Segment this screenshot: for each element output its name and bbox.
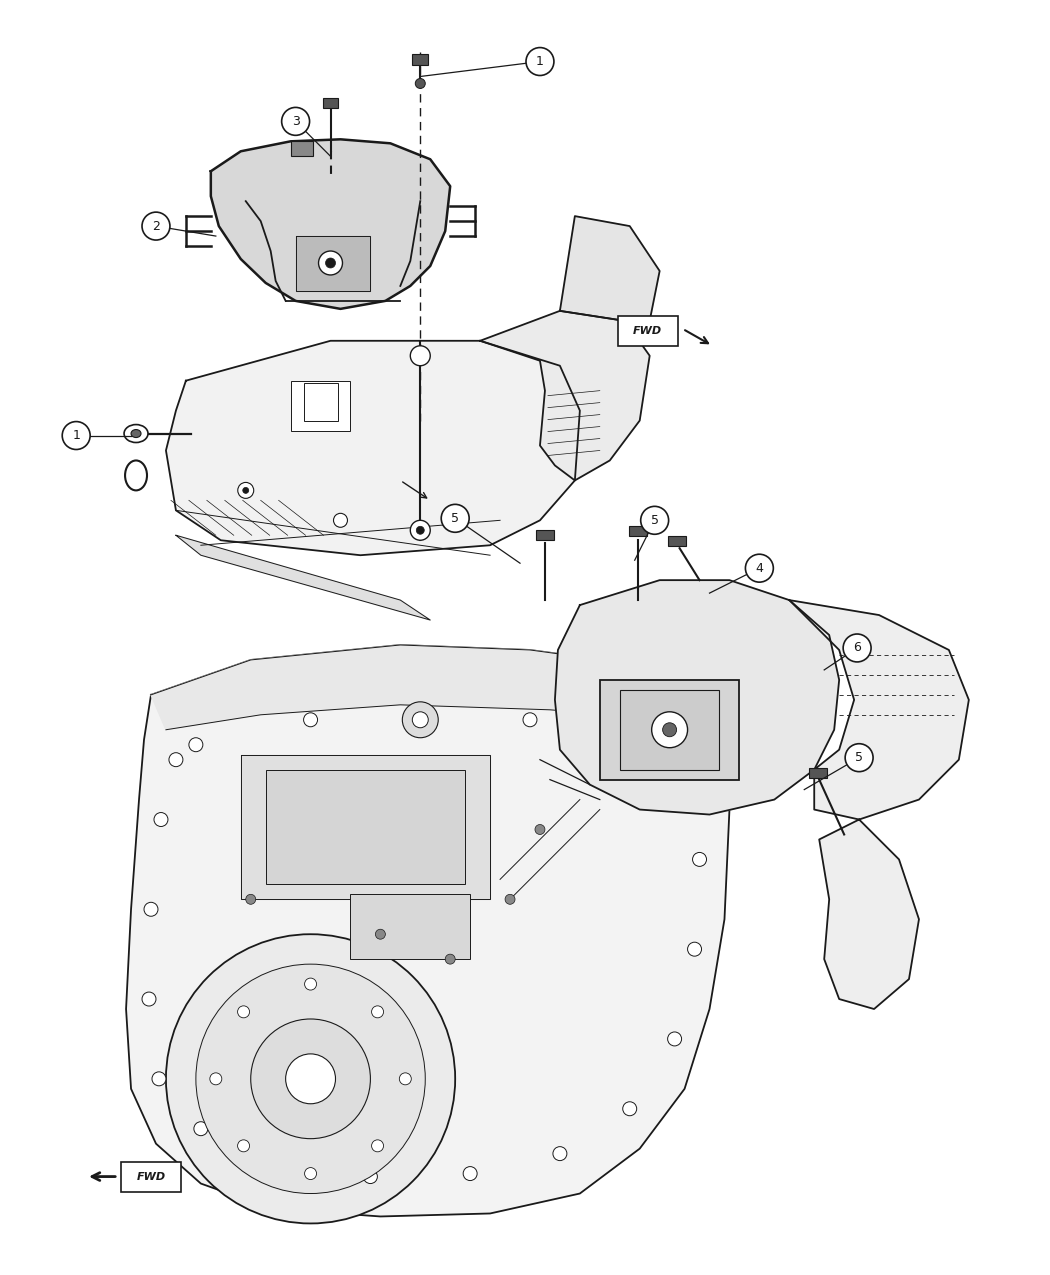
Text: 5: 5 <box>855 751 863 764</box>
Circle shape <box>534 825 545 834</box>
Polygon shape <box>790 601 969 820</box>
Bar <box>351 894 470 959</box>
Bar <box>413 54 428 65</box>
Circle shape <box>376 929 385 940</box>
Polygon shape <box>166 340 580 555</box>
Circle shape <box>441 505 469 532</box>
Circle shape <box>526 47 554 75</box>
Polygon shape <box>240 755 490 899</box>
Circle shape <box>693 853 707 867</box>
Bar <box>629 527 647 537</box>
Circle shape <box>166 935 456 1224</box>
Text: 1: 1 <box>536 55 544 68</box>
Text: FWD: FWD <box>633 326 663 335</box>
Circle shape <box>142 992 156 1006</box>
Circle shape <box>633 733 647 747</box>
Circle shape <box>413 711 428 728</box>
Bar <box>536 530 554 541</box>
Polygon shape <box>151 645 699 729</box>
Bar <box>617 316 677 346</box>
Circle shape <box>243 487 249 493</box>
Bar <box>121 1162 181 1192</box>
Circle shape <box>553 1146 567 1160</box>
Bar <box>266 770 465 885</box>
Circle shape <box>416 527 424 534</box>
Circle shape <box>523 713 537 727</box>
Circle shape <box>399 1072 412 1085</box>
Circle shape <box>251 1019 371 1139</box>
Text: 6: 6 <box>854 641 861 654</box>
Circle shape <box>372 1006 383 1017</box>
Circle shape <box>688 942 701 956</box>
Circle shape <box>411 520 430 541</box>
Circle shape <box>652 711 688 747</box>
Circle shape <box>668 1031 681 1046</box>
Circle shape <box>304 1168 316 1179</box>
Circle shape <box>363 1169 377 1183</box>
Circle shape <box>189 738 203 752</box>
Text: 3: 3 <box>292 115 299 128</box>
Bar <box>291 142 313 157</box>
Polygon shape <box>176 536 430 620</box>
Circle shape <box>237 482 254 499</box>
Text: 5: 5 <box>452 511 459 525</box>
Circle shape <box>194 1122 208 1136</box>
Circle shape <box>445 954 456 964</box>
Text: 4: 4 <box>755 562 763 575</box>
Circle shape <box>318 251 342 275</box>
Circle shape <box>281 107 310 135</box>
Text: 1: 1 <box>72 428 80 442</box>
Circle shape <box>237 1006 250 1017</box>
Circle shape <box>843 634 872 662</box>
Circle shape <box>169 752 183 766</box>
Polygon shape <box>819 820 919 1009</box>
Circle shape <box>411 346 430 366</box>
Bar <box>600 680 739 779</box>
Circle shape <box>144 903 158 917</box>
Circle shape <box>402 701 438 738</box>
Circle shape <box>688 773 701 787</box>
Bar <box>810 768 827 778</box>
Bar <box>291 381 351 431</box>
Circle shape <box>246 894 256 904</box>
Polygon shape <box>480 311 650 481</box>
Circle shape <box>640 506 669 534</box>
Bar <box>322 98 338 108</box>
Polygon shape <box>296 236 371 291</box>
Circle shape <box>210 1072 222 1085</box>
Circle shape <box>845 743 874 771</box>
Bar <box>620 690 719 770</box>
Polygon shape <box>560 217 659 321</box>
Circle shape <box>416 79 425 88</box>
Circle shape <box>663 723 676 737</box>
Circle shape <box>304 978 316 991</box>
Circle shape <box>152 1072 166 1086</box>
Circle shape <box>142 212 170 240</box>
Circle shape <box>154 812 168 826</box>
Text: 2: 2 <box>152 219 160 232</box>
Circle shape <box>196 964 425 1193</box>
Bar <box>303 382 338 421</box>
Ellipse shape <box>124 425 148 442</box>
Circle shape <box>303 713 317 727</box>
Circle shape <box>62 422 90 450</box>
Circle shape <box>286 1054 336 1104</box>
Circle shape <box>237 1140 250 1151</box>
Polygon shape <box>554 580 839 815</box>
Text: 5: 5 <box>651 514 658 527</box>
Polygon shape <box>211 139 450 309</box>
Ellipse shape <box>131 430 141 437</box>
Circle shape <box>372 1140 383 1151</box>
Circle shape <box>334 514 348 528</box>
Circle shape <box>505 894 516 904</box>
Bar <box>668 537 686 546</box>
Circle shape <box>623 1102 636 1116</box>
Text: FWD: FWD <box>136 1172 166 1182</box>
Polygon shape <box>126 645 730 1216</box>
Circle shape <box>326 258 336 268</box>
Circle shape <box>746 555 774 583</box>
Circle shape <box>264 1156 277 1170</box>
Circle shape <box>463 1167 477 1181</box>
